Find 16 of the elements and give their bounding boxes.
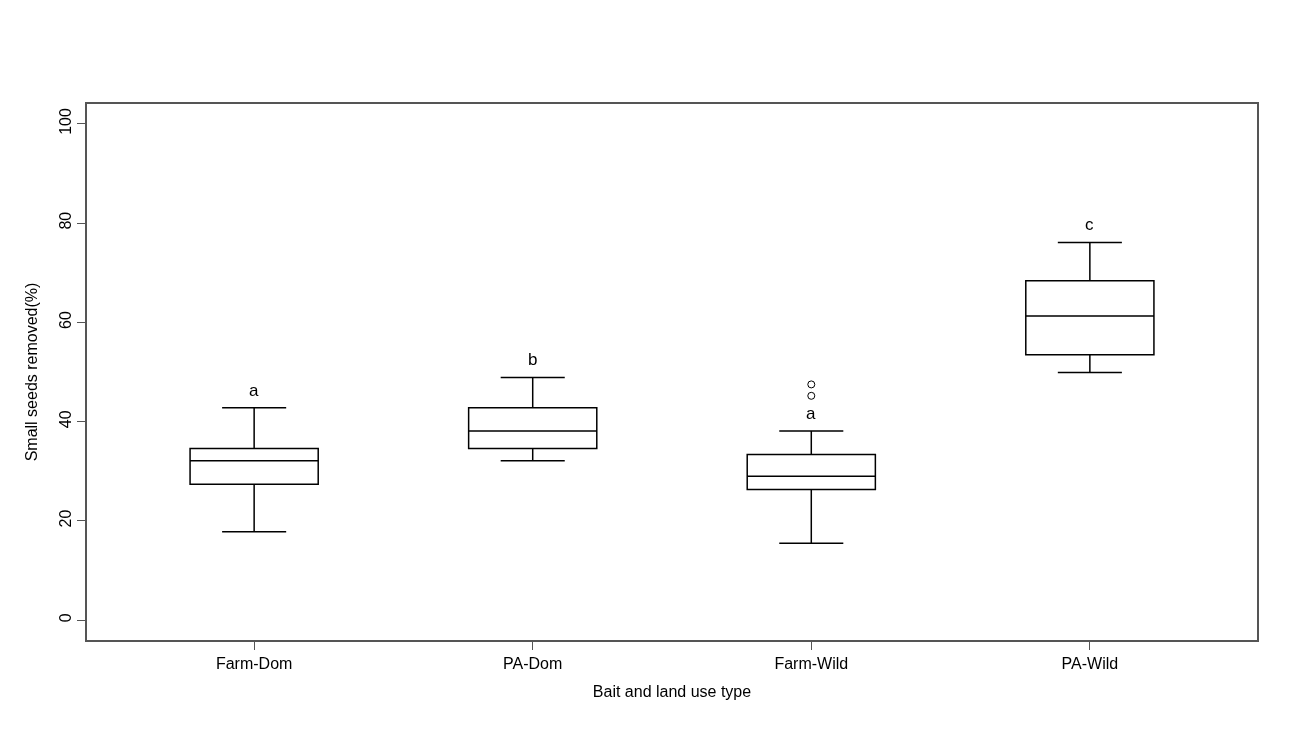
y-tick-label: 60 (56, 310, 74, 329)
x-tick-label: Farm-Dom (215, 654, 293, 672)
annotation: b (528, 350, 538, 369)
x-tick-label: PA-Dom (503, 654, 563, 672)
y-tick-label: 20 (56, 509, 74, 528)
y-tick-label: 100 (56, 108, 74, 135)
annotation: a (249, 381, 259, 400)
y-axis-title: Small seeds removed(%) (23, 282, 41, 462)
annotation: c (1085, 215, 1094, 234)
y-tick-label: 80 (56, 211, 74, 230)
x-tick-label: PA-Wild (1061, 654, 1119, 672)
y-tick-label: 40 (56, 410, 74, 429)
x-tick-label: Farm-Wild (774, 654, 849, 672)
annotation: a (806, 404, 816, 423)
x-axis-title: Bait and land use type (592, 683, 752, 701)
y-tick-label: 0 (56, 613, 74, 623)
